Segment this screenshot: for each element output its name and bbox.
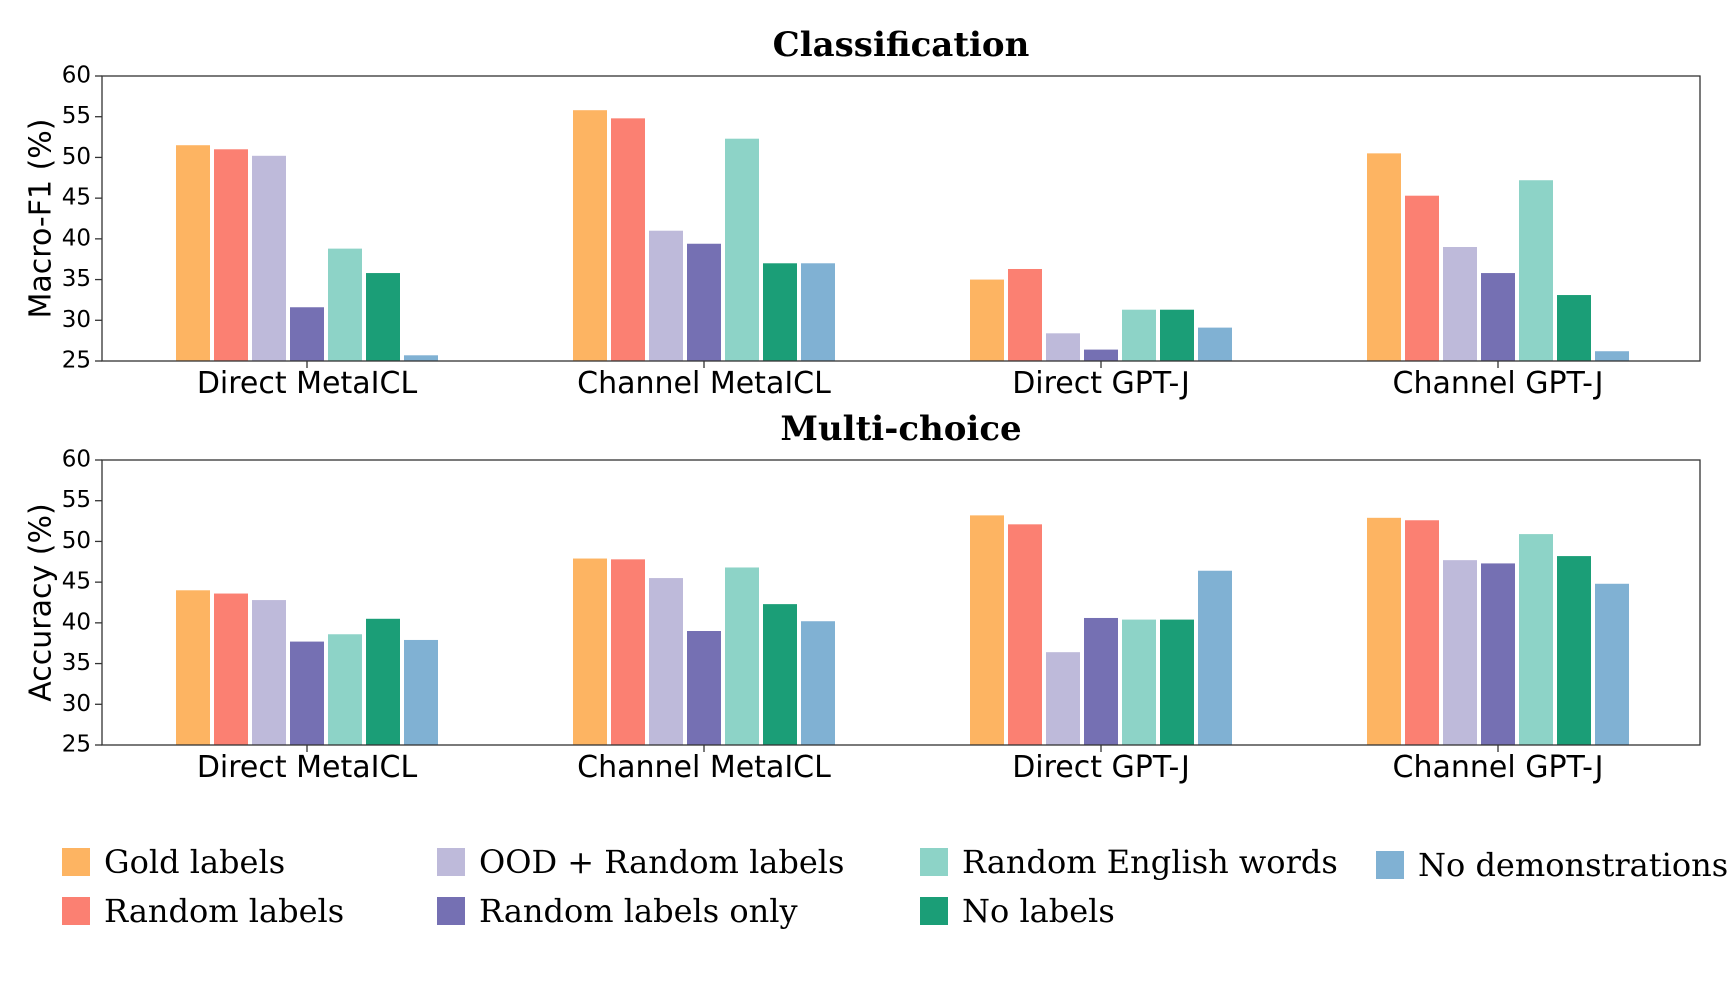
bar-no-demonstrations-0	[404, 639, 438, 745]
bar-ood-random-labels-0	[252, 600, 286, 745]
bar-no-labels-1	[763, 604, 797, 745]
bar-no-labels-2	[1160, 619, 1194, 745]
bar-random-english-words-0	[328, 634, 362, 745]
bar-random-english-words-2	[1122, 309, 1156, 361]
bar-no-labels-2	[1160, 309, 1194, 361]
y-tick-label: 50	[62, 528, 91, 554]
bar-random-labels-0	[214, 149, 248, 361]
bar-random-labels-only-0	[290, 641, 324, 745]
bar-random-labels-only-0	[290, 307, 324, 361]
bar-no-demonstrations-2	[1198, 327, 1232, 361]
bar-random-labels-2	[1008, 268, 1042, 361]
chart-title: Multi-choice	[780, 409, 1021, 449]
y-tick-label: 55	[62, 487, 91, 513]
bar-no-demonstrations-1	[801, 621, 835, 745]
bar-gold-labels-1	[573, 558, 607, 745]
bar-no-labels-0	[366, 273, 400, 361]
bar-no-demonstrations-0	[404, 355, 438, 361]
bar-random-labels-1	[611, 559, 645, 745]
y-tick-label: 60	[62, 63, 91, 89]
x-tick-label: Channel MetaICL	[577, 750, 831, 785]
bar-no-demonstrations-3	[1595, 583, 1629, 745]
y-tick-label: 50	[62, 144, 91, 170]
y-tick-label: 55	[62, 103, 91, 129]
bar-random-labels-only-2	[1084, 349, 1118, 361]
bar-random-english-words-0	[328, 248, 362, 361]
bar-random-labels-0	[214, 593, 248, 745]
y-tick-label: 60	[62, 447, 91, 473]
x-tick-label: Direct MetaICL	[197, 750, 418, 785]
bar-random-labels-2	[1008, 524, 1042, 745]
x-tick-label: Direct GPT-J	[1012, 366, 1190, 401]
bar-random-labels-1	[611, 118, 645, 361]
bar-gold-labels-1	[573, 110, 607, 361]
bar-random-labels-only-2	[1084, 617, 1118, 745]
bar-no-labels-1	[763, 263, 797, 361]
bar-gold-labels-3	[1367, 153, 1401, 361]
bar-gold-labels-2	[970, 515, 1004, 745]
plot-frame	[101, 459, 1701, 746]
bar-gold-labels-2	[970, 279, 1004, 361]
y-axis-label: Accuracy (%)	[24, 503, 59, 701]
bar-no-labels-3	[1557, 295, 1591, 361]
y-tick-label: 40	[62, 225, 91, 251]
y-tick-label: 40	[62, 609, 91, 635]
bar-no-demonstrations-1	[801, 263, 835, 361]
bar-gold-labels-0	[176, 145, 210, 361]
bar-ood-random-labels-1	[649, 230, 683, 361]
bar-gold-labels-0	[176, 590, 210, 745]
multi-choice-panel: Multi-choice Accuracy (%) 25 30 35 40 45 50 55 60…	[24, 409, 1701, 785]
plot-frame	[101, 75, 1701, 362]
x-tick-label: Channel GPT-J	[1393, 366, 1604, 401]
y-tick-label: 45	[62, 569, 91, 595]
y-tick-label: 30	[62, 691, 91, 717]
bar-random-english-words-3	[1519, 180, 1553, 361]
bar-gold-labels-3	[1367, 517, 1401, 745]
bar-no-labels-0	[366, 618, 400, 745]
y-tick-label: 35	[62, 266, 91, 292]
x-tick-label: Direct MetaICL	[197, 366, 418, 401]
bar-random-english-words-1	[725, 567, 759, 745]
x-tick-label: Channel MetaICL	[577, 366, 831, 401]
y-axis-label: Macro-F1 (%)	[24, 119, 59, 319]
y-tick-label: 30	[62, 307, 91, 333]
bar-random-labels-only-1	[687, 631, 721, 745]
y-tick-label: 25	[62, 348, 91, 374]
classification-panel: Classification Macro-F1 (%) 25 30 35 40 45 50 55…	[24, 25, 1701, 401]
bar-random-labels-3	[1405, 520, 1439, 745]
bar-ood-random-labels-1	[649, 578, 683, 745]
bar-ood-random-labels-2	[1046, 652, 1080, 745]
bar-ood-random-labels-2	[1046, 333, 1080, 361]
bar-random-labels-only-3	[1481, 273, 1515, 361]
x-tick-label: Direct GPT-J	[1012, 750, 1190, 785]
bar-ood-random-labels-3	[1443, 247, 1477, 361]
bar-random-labels-only-1	[687, 243, 721, 361]
bar-random-english-words-2	[1122, 619, 1156, 745]
y-tick-label: 45	[62, 185, 91, 211]
chart-title: Classification	[773, 25, 1030, 65]
bar-ood-random-labels-3	[1443, 560, 1477, 745]
bar-random-labels-only-3	[1481, 563, 1515, 745]
x-tick-label: Channel GPT-J	[1393, 750, 1604, 785]
bar-random-labels-3	[1405, 195, 1439, 361]
bar-ood-random-labels-0	[252, 155, 286, 361]
y-tick-label: 35	[62, 650, 91, 676]
y-tick-label: 25	[62, 732, 91, 758]
bar-random-english-words-1	[725, 138, 759, 361]
bar-no-demonstrations-3	[1595, 351, 1629, 361]
bar-no-demonstrations-2	[1198, 570, 1232, 745]
bar-random-english-words-3	[1519, 534, 1553, 745]
bar-no-labels-3	[1557, 556, 1591, 745]
